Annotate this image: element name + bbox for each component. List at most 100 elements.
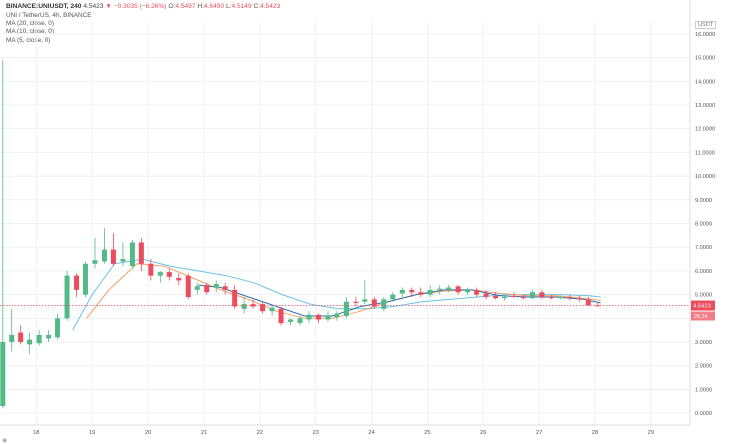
candle-body — [232, 289, 238, 307]
candle-body — [0, 342, 6, 407]
candle-up — [92, 237, 98, 269]
candle-up — [325, 311, 331, 322]
indicator-ma20-label[interactable]: MA (20, close, 0) — [6, 19, 54, 27]
x-tick-label: 21 — [201, 430, 207, 436]
candle-up — [437, 285, 443, 295]
y-tick-label: 16.0000 — [695, 32, 715, 38]
candle-down — [371, 296, 377, 309]
y-tick-label: 7.0000 — [695, 245, 712, 251]
candle-body — [511, 295, 517, 297]
candle-body — [64, 275, 70, 319]
candle-down — [185, 273, 191, 300]
candle-down — [511, 292, 517, 299]
x-tick-label: 22 — [257, 430, 263, 436]
candle-down — [74, 273, 80, 297]
x-tick-label: 19 — [89, 430, 95, 436]
candle-body — [315, 314, 321, 320]
candle-body — [82, 263, 88, 295]
currency-unit-label[interactable]: USDT — [695, 21, 717, 29]
last-price-tag-text: 4.5423 — [693, 304, 711, 310]
candle-body — [306, 314, 312, 320]
candle-body — [548, 296, 554, 299]
low-label: L: — [225, 3, 232, 10]
candle-body — [437, 288, 443, 290]
candle-body — [455, 286, 461, 293]
candle-up — [334, 311, 340, 321]
candle-down — [353, 296, 359, 307]
candle-down — [138, 237, 144, 271]
candle-body — [585, 299, 591, 306]
candle-down — [260, 301, 266, 314]
candle-body — [101, 249, 107, 262]
y-tick-label: 14.0000 — [695, 79, 715, 85]
candle-body — [409, 289, 415, 293]
candle-up — [82, 261, 88, 297]
low-value: 4.5149 — [231, 3, 252, 10]
candle-up — [55, 313, 61, 340]
candle-up — [446, 285, 452, 293]
candle-body — [269, 307, 275, 312]
candle-body — [138, 242, 144, 264]
candle-body — [148, 263, 154, 276]
candle-down — [278, 306, 284, 326]
candle-body — [92, 260, 98, 264]
candle-body — [529, 292, 535, 299]
candle-body — [362, 299, 368, 302]
open-label: O: — [168, 3, 176, 10]
candle-down — [474, 287, 480, 297]
candle-up — [306, 311, 312, 324]
y-tick-label: 8.0000 — [695, 222, 712, 228]
indicator-ma10-label[interactable]: MA (10, close, 0) — [6, 28, 54, 35]
candle-body — [502, 296, 508, 299]
x-tick-label: 18 — [33, 430, 39, 436]
candle-down — [493, 292, 499, 300]
candle-up — [399, 287, 405, 297]
x-tick-label: 27 — [536, 430, 542, 436]
candle-body — [483, 293, 489, 297]
candle-up — [46, 330, 52, 343]
candle-body — [194, 286, 200, 290]
candle-body — [129, 242, 135, 267]
y-tick-label: 3.0000 — [695, 340, 712, 346]
candle-down — [409, 287, 415, 297]
y-tick-label: 13.0000 — [695, 103, 715, 109]
candle-down — [576, 295, 582, 302]
ma5-line — [198, 284, 601, 317]
candle-body — [381, 299, 387, 309]
candle-body — [27, 339, 33, 345]
candle-body — [446, 287, 452, 290]
candle-body — [213, 283, 219, 288]
y-tick-label: 0.0000 — [695, 411, 712, 417]
candle-body — [418, 292, 424, 295]
candle-body — [399, 289, 405, 294]
candle-up — [0, 59, 6, 409]
candle-body — [334, 313, 340, 318]
candle-down — [232, 285, 238, 309]
candle-up — [427, 285, 433, 297]
candle-down — [222, 282, 228, 295]
candle-body — [9, 334, 15, 343]
candle-body — [241, 304, 247, 309]
candle-body — [288, 319, 294, 322]
candle-body — [185, 275, 191, 297]
candle-up — [194, 282, 200, 295]
x-tick-label: 28 — [592, 430, 598, 436]
candle-body — [176, 278, 182, 281]
candle-body — [539, 292, 545, 297]
indicator-series-label[interactable]: UNI / TetherUS, 4h, BINANCE — [6, 12, 92, 19]
candle-up — [120, 242, 126, 267]
x-tick-label: 25 — [424, 430, 430, 436]
candle-down — [567, 294, 573, 301]
candle-body — [55, 318, 61, 338]
x-tick-label: 29 — [648, 430, 654, 436]
candle-up — [557, 295, 563, 300]
y-tick-label: 9.0000 — [695, 198, 712, 204]
candle-up — [529, 289, 535, 300]
candle-body — [353, 301, 359, 303]
tradingview-logo: ◉ — [2, 438, 8, 444]
candle-down — [521, 294, 527, 300]
candle-up — [27, 332, 33, 354]
candle-up — [297, 315, 303, 326]
indicator-ma5-label[interactable]: MA (5, close, 0) — [6, 36, 51, 44]
